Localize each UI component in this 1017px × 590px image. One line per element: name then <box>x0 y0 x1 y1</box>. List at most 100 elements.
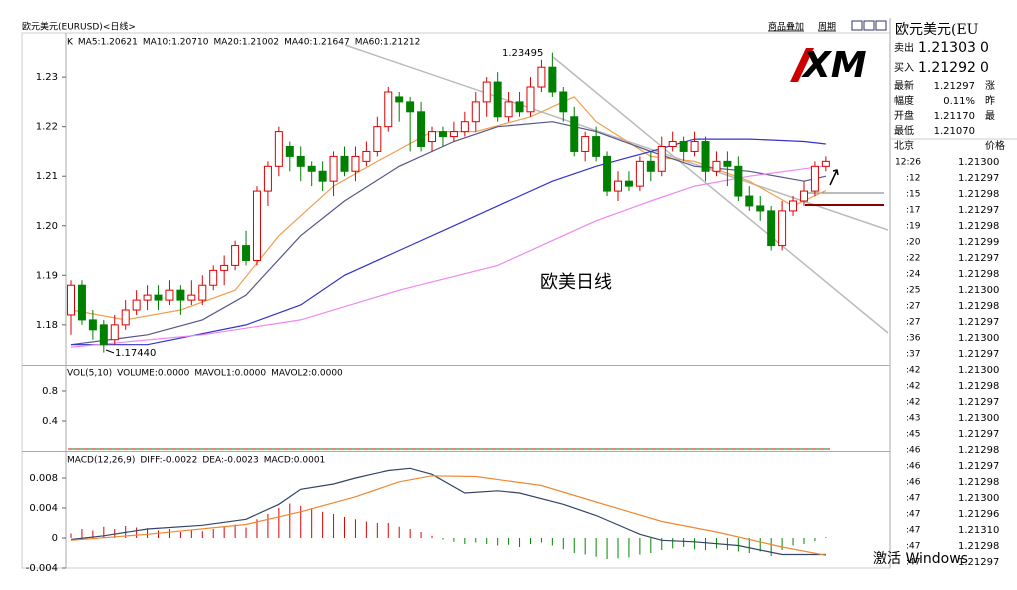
candle-body <box>263 165 272 192</box>
candle-body <box>646 160 655 172</box>
high-label: 1.23495 <box>502 48 543 59</box>
legend-entry: MACD(12,26,9) <box>67 456 135 466</box>
tick-price: 1.21298 <box>958 221 999 232</box>
candle-body <box>493 81 502 118</box>
candle-body <box>384 91 393 128</box>
candle-body <box>362 150 371 162</box>
candle-body <box>592 136 601 157</box>
candle-body <box>198 284 207 301</box>
candle-body <box>603 155 612 192</box>
y-tick-label: 0.004 <box>29 503 58 514</box>
candle-body <box>285 145 294 157</box>
tick-time: :47 <box>906 494 920 504</box>
y-tick-label: 1.18 <box>36 320 58 331</box>
moving-average <box>71 138 826 346</box>
candle-body <box>176 289 185 301</box>
macd-line <box>70 475 827 556</box>
legend-entry: VOLUME:0.0000 <box>117 369 189 379</box>
tick-time: :36 <box>906 334 921 344</box>
candle-body <box>657 145 666 172</box>
period-link[interactable]: 周期 <box>818 22 836 33</box>
quote-value: 1.21170 <box>934 111 975 122</box>
tick-time: 12:26 <box>895 158 921 168</box>
tick-time: :37 <box>906 350 920 360</box>
tick-price: 1.21297 <box>958 205 999 216</box>
tick-price: 1.21297 <box>958 173 999 184</box>
candle-body <box>723 160 732 167</box>
layout-buttons[interactable] <box>851 20 887 31</box>
candle-body <box>121 309 130 326</box>
candle-body <box>701 141 710 172</box>
candle-body <box>734 165 743 197</box>
tick-price: 1.21300 <box>958 413 999 424</box>
y-tick-label: 1.22 <box>36 122 58 133</box>
candle-body <box>395 96 404 103</box>
quote-value: 1.21070 <box>934 126 975 137</box>
tick-price: 1.21298 <box>958 269 999 280</box>
candle-body <box>526 86 535 113</box>
candle-body <box>143 294 152 301</box>
candle-body <box>351 155 360 172</box>
tick-price: 1.21298 <box>958 477 999 488</box>
candle-body <box>99 324 108 346</box>
tick-price: 1.21300 <box>958 333 999 344</box>
tick-header: 北京 <box>894 139 914 152</box>
chart-annotation: 欧美日线 <box>540 272 612 293</box>
tick-time: :47 <box>906 510 920 520</box>
candle-body <box>296 155 305 167</box>
moving-average <box>70 165 826 348</box>
candle-body <box>799 190 808 202</box>
tick-time: :47 <box>906 542 920 552</box>
tick-price: 1.21310 <box>958 525 999 536</box>
overlay-link[interactable]: 商品叠加 <box>768 21 804 33</box>
tick-time: :19 <box>906 222 921 232</box>
tick-price: 1.21298 <box>958 301 999 312</box>
candle-body <box>515 101 524 113</box>
quote-label: 最新 <box>894 79 914 92</box>
tick-time: :17 <box>906 206 920 216</box>
candle-body <box>438 131 447 138</box>
candle-body <box>209 269 218 286</box>
tick-price: 1.21297 <box>958 349 999 360</box>
quote-extra: 昨 <box>985 95 995 107</box>
candle-body <box>220 264 229 271</box>
legend-entry: MAVOL1:0.0000 <box>194 369 266 379</box>
tick-time: :46 <box>906 462 921 472</box>
candle-body <box>581 136 590 152</box>
candle-body <box>318 170 327 182</box>
candle-body <box>570 116 579 152</box>
quote-value: 1.21297 <box>934 81 975 92</box>
quote-label: 最低 <box>894 124 914 137</box>
candle-body <box>274 131 283 167</box>
tick-time: :45 <box>906 430 920 440</box>
candle-body <box>340 155 349 172</box>
quote-extra: 0 <box>980 60 989 76</box>
legend-entry: MA60:1.21212 <box>355 38 421 48</box>
tick-price: 1.21300 <box>958 157 999 168</box>
tick-price: 1.21298 <box>958 381 999 392</box>
tick-time: :27 <box>906 302 920 312</box>
macd-line <box>70 467 826 556</box>
candle-body <box>471 101 480 123</box>
candle-body <box>88 319 97 331</box>
y-tick-label: 0.4 <box>42 416 58 427</box>
y-tick-label: 1.21 <box>36 171 58 182</box>
tick-time: :42 <box>906 366 920 376</box>
tick-price: 1.21298 <box>958 445 999 456</box>
tick-price: 1.21297 <box>958 253 999 264</box>
tick-price: 1.21296 <box>958 509 999 520</box>
quote-extra: 最 <box>985 110 995 122</box>
tick-price: 1.21297 <box>958 429 999 440</box>
legend-entry: MA40:1.21647 <box>284 38 350 48</box>
y-tick-label: 0.008 <box>29 473 58 484</box>
candle-body <box>417 111 426 147</box>
candle-body <box>67 284 75 316</box>
tick-price: 1.21300 <box>958 493 999 504</box>
candle-body <box>231 245 240 266</box>
logo: XM <box>790 45 867 86</box>
logo-text: XM <box>801 45 867 86</box>
tick-time: :25 <box>906 286 920 296</box>
legend-entry: MACD:0.0001 <box>264 456 326 466</box>
tick-price: 1.21298 <box>958 541 999 552</box>
